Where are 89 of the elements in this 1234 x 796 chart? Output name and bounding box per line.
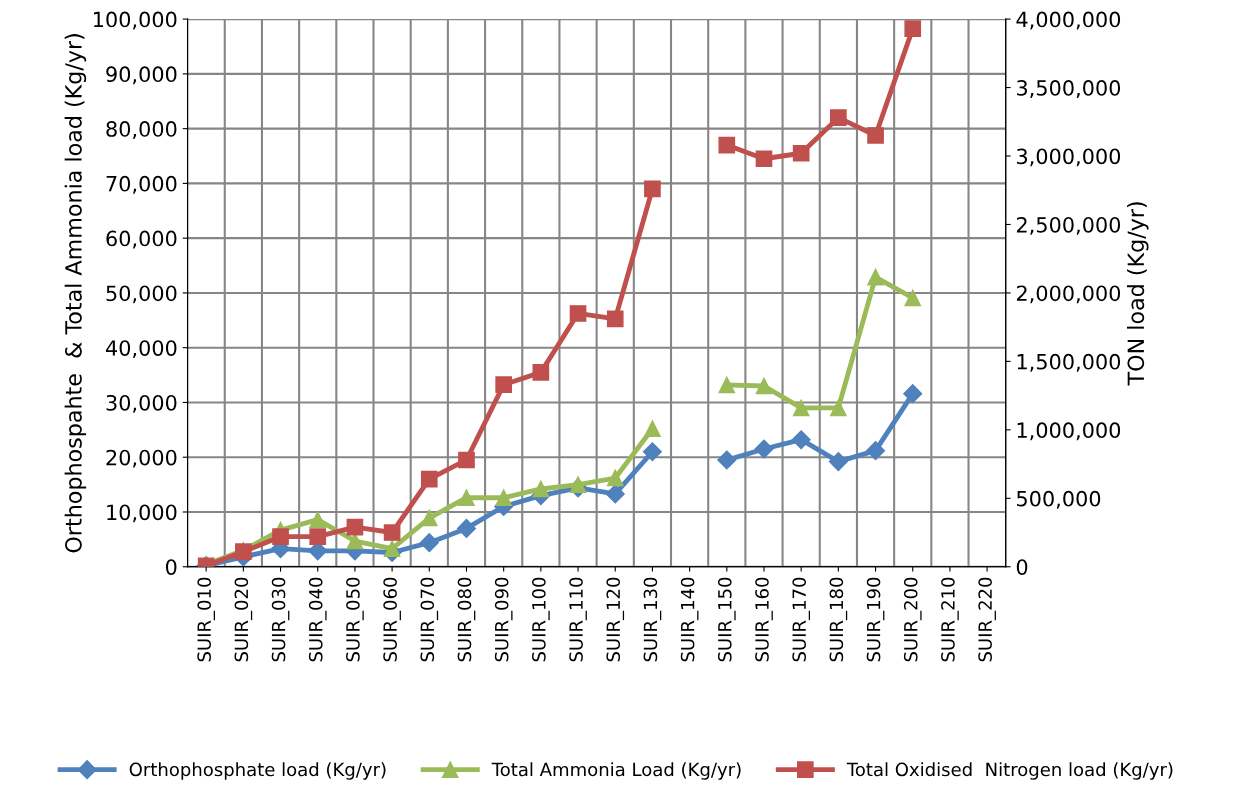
point	[866, 441, 886, 461]
x-tick-label: SUIR_150	[717, 577, 736, 662]
y2-tick-label: 2,500,000	[1016, 216, 1121, 235]
x-tick-label: SUIR_080	[457, 577, 476, 662]
point	[456, 518, 477, 538]
x-tick-label: SUIR_050	[346, 577, 364, 662]
y2-tick-label: 3,000,000	[1017, 148, 1121, 167]
point	[605, 484, 625, 504]
point	[383, 524, 401, 541]
point	[420, 509, 438, 527]
point	[903, 384, 923, 404]
y-tick-label: 90,000	[106, 66, 177, 85]
point	[904, 289, 922, 307]
y-tick-label: 30,000	[106, 394, 177, 413]
point	[830, 399, 847, 417]
point	[606, 469, 624, 487]
x-tick-label: SUIR_190	[866, 577, 885, 662]
x-tick-label: SUIR_170	[792, 577, 810, 662]
point	[495, 489, 513, 507]
point	[644, 420, 661, 438]
point	[309, 528, 327, 545]
y2-tick-label: 0	[1016, 559, 1028, 575]
x-tick-label: SUIR_200	[903, 577, 922, 662]
x-tick-label: SUIR_210	[941, 577, 959, 662]
x-tick-label: SUIR_040	[308, 577, 327, 662]
point	[420, 470, 438, 488]
legend-label: Orthophosphate load (Kg/yr)	[129, 762, 386, 780]
point	[532, 480, 550, 498]
point	[569, 476, 587, 493]
y2-tick-label: 2,000,000	[1016, 285, 1121, 304]
y2-tick-label: 1,000,000	[1017, 422, 1121, 441]
point	[828, 452, 848, 472]
x-tick-label: SUIR_110	[569, 577, 587, 662]
point	[904, 20, 922, 38]
x-tick-label: SUIR_220	[978, 577, 996, 662]
y2-tick-label: 3,500,000	[1017, 80, 1121, 98]
y-tick-label: 70,000	[106, 175, 177, 194]
point	[458, 489, 475, 507]
point	[792, 144, 810, 162]
y-tick-label: 0	[165, 559, 177, 575]
point	[792, 399, 810, 417]
point	[718, 136, 736, 154]
x-tick-label: SUIR_060	[383, 577, 401, 662]
x-tick-label: SUIR_070	[420, 577, 439, 662]
y-tick-label: 50,000	[106, 285, 177, 304]
y-axis-title: Orthophospahte & Total Ammonia load (Kg/yr)	[64, 34, 87, 553]
y2-axis-title: TON load (Kg/yr)	[1127, 202, 1149, 386]
point	[755, 377, 773, 395]
legend-label: Total Ammonia Load (Kg/yr)	[491, 762, 741, 780]
y-tick-label: 10,000	[107, 504, 177, 523]
point	[419, 533, 439, 553]
y-tick-label: 100,000	[93, 11, 177, 30]
point	[569, 305, 587, 322]
point	[867, 268, 884, 286]
legend-label: Total Oxidised Nitrogen load (Kg/yr)	[846, 762, 1173, 780]
point	[272, 528, 289, 545]
y-tick-label: 80,000	[106, 121, 177, 139]
x-tick-label: SUIR_010	[197, 577, 215, 662]
point	[532, 364, 550, 381]
point	[791, 430, 811, 450]
x-tick-label: SUIR_160	[755, 577, 773, 662]
x-tick-label: SUIR_120	[606, 577, 625, 662]
x-tick-label: SUIR_020	[234, 577, 253, 662]
point	[346, 518, 364, 536]
point	[642, 442, 662, 462]
y-tick-label: 20,000	[106, 449, 177, 468]
x-tick-label: SUIR_180	[829, 577, 848, 662]
point	[718, 376, 736, 394]
point	[309, 511, 327, 528]
y2-tick-label: 4,000,000	[1016, 11, 1121, 30]
point	[867, 127, 884, 144]
point	[755, 150, 773, 168]
point	[754, 439, 774, 459]
y-tick-label: 40,000	[105, 340, 177, 359]
point	[606, 310, 624, 328]
x-tick-label: SUIR_130	[643, 577, 662, 662]
y-tick-label: 60,000	[106, 230, 177, 249]
x-tick-label: SUIR_100	[532, 577, 550, 662]
x-tick-label: SUIR_090	[494, 577, 513, 662]
point	[383, 540, 401, 558]
x-tick-label: SUIR_140	[680, 577, 699, 662]
point	[830, 109, 847, 127]
point	[644, 180, 661, 198]
point	[458, 451, 475, 469]
y2-tick-label: 500,000	[1017, 490, 1101, 509]
point	[717, 450, 737, 470]
y2-tick-label: 1,500,000	[1017, 353, 1121, 372]
point	[495, 376, 513, 393]
x-tick-label: SUIR_030	[271, 577, 290, 662]
